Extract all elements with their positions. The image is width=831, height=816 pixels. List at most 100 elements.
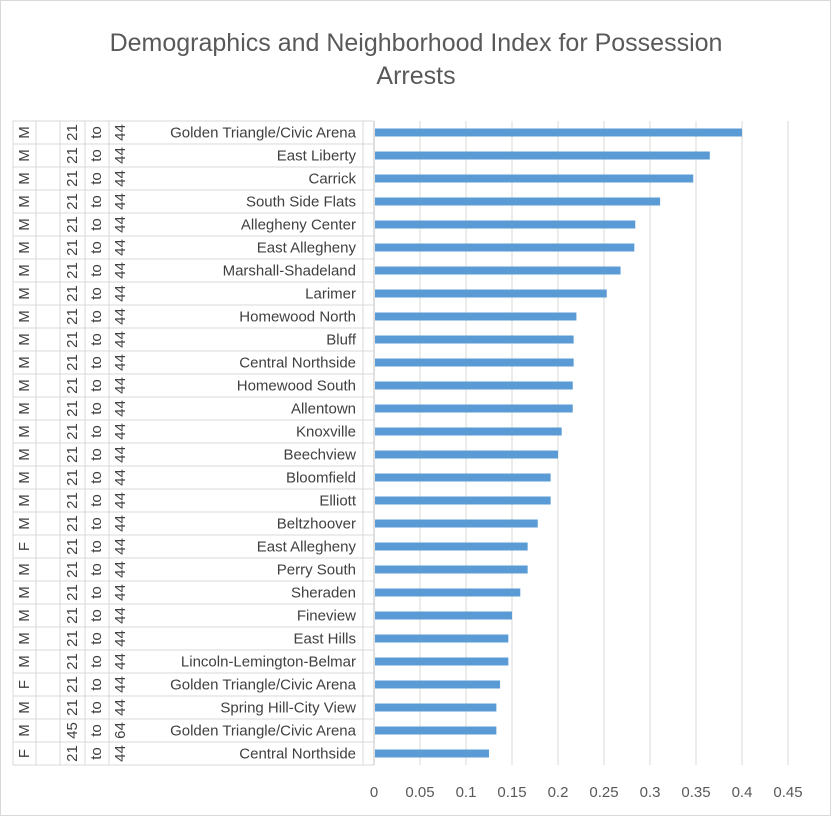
age-group-label: 21	[64, 239, 81, 256]
bar	[375, 565, 528, 574]
neighborhood-label: Carrick	[309, 171, 357, 188]
neighborhood-label: Central Northside	[239, 746, 356, 763]
neighborhood-label: Larimer	[305, 286, 356, 303]
category-separators	[12, 120, 374, 766]
sex-label: M	[16, 586, 33, 599]
bar	[375, 749, 489, 758]
bar	[375, 404, 573, 413]
category-labels: Golden Triangle/Civic Arena 21 to 44 M East L…	[16, 124, 357, 762]
age-group-label: 44	[112, 216, 129, 233]
age-group-label: 44	[112, 699, 129, 716]
age-group-label: 21	[64, 446, 81, 463]
bar	[375, 611, 512, 620]
age-group-label: 44	[112, 745, 129, 762]
gridlines	[373, 121, 789, 765]
neighborhood-label: Fineview	[297, 608, 356, 625]
age-group-label: 44	[112, 262, 129, 279]
sex-label: M	[16, 701, 33, 714]
sex-label: M	[16, 563, 33, 576]
age-group-label: 21	[64, 331, 81, 348]
bar	[375, 243, 635, 252]
age-group-label: to	[88, 425, 105, 438]
sex-label: M	[16, 448, 33, 461]
bar	[375, 427, 562, 436]
neighborhood-label: Beltzhoover	[277, 516, 356, 533]
age-group-label: 21	[64, 561, 81, 578]
sex-label: M	[16, 517, 33, 530]
x-tick-label: 0.05	[405, 784, 434, 801]
age-group-label: 44	[112, 446, 129, 463]
sex-label: M	[16, 241, 33, 254]
age-group-label: to	[88, 448, 105, 461]
neighborhood-label: Allegheny Center	[241, 217, 356, 234]
bar	[375, 220, 636, 229]
sex-label: M	[16, 724, 33, 737]
neighborhood-label: East Hills	[293, 631, 356, 648]
age-group-label: 21	[64, 354, 81, 371]
sex-label: F	[16, 680, 33, 689]
age-group-label: to	[88, 310, 105, 323]
age-group-label: 44	[112, 331, 129, 348]
bar	[375, 473, 551, 482]
age-group-label: 44	[112, 423, 129, 440]
age-group-label: 21	[64, 423, 81, 440]
age-group-label: to	[88, 264, 105, 277]
age-group-label: 21	[64, 308, 81, 325]
age-group-label: 45	[64, 722, 81, 739]
neighborhood-label: Spring Hill-City View	[220, 700, 356, 717]
sex-label: F	[16, 542, 33, 551]
sex-label: M	[16, 172, 33, 185]
age-group-label: 44	[112, 170, 129, 187]
age-group-label: 44	[112, 124, 129, 141]
neighborhood-label: East Allegheny	[257, 240, 357, 257]
age-group-label: 64	[112, 722, 129, 739]
neighborhood-label: East Liberty	[277, 148, 357, 165]
x-tick-label: 0.2	[548, 784, 569, 801]
bar	[375, 289, 607, 298]
neighborhood-label: Beechview	[283, 447, 356, 464]
neighborhood-label: Bloomfield	[286, 470, 356, 487]
x-tick-label: 0	[370, 784, 378, 801]
sex-label: M	[16, 287, 33, 300]
bar	[375, 197, 661, 206]
age-group-label: 44	[112, 492, 129, 509]
age-group-label: 44	[112, 239, 129, 256]
bar	[375, 680, 501, 689]
sex-label: M	[16, 356, 33, 369]
age-group-label: to	[88, 655, 105, 668]
age-group-label: 44	[112, 584, 129, 601]
x-tick-label: 0.25	[589, 784, 618, 801]
neighborhood-label: Allentown	[291, 401, 356, 418]
chart-title-line: Arrests	[376, 62, 455, 90]
sex-label: M	[16, 632, 33, 645]
neighborhood-label: Perry South	[277, 562, 356, 579]
age-group-label: 21	[64, 216, 81, 233]
neighborhood-label: Golden Triangle/Civic Arena	[170, 723, 357, 740]
neighborhood-label: South Side Flats	[246, 194, 356, 211]
age-group-label: to	[88, 402, 105, 415]
age-group-label: to	[88, 379, 105, 392]
sex-label: M	[16, 333, 33, 346]
age-group-label: 21	[64, 607, 81, 624]
age-group-label: to	[88, 701, 105, 714]
age-group-label: 21	[64, 170, 81, 187]
age-group-label: to	[88, 540, 105, 553]
age-group-label: 21	[64, 745, 81, 762]
age-group-label: 44	[112, 676, 129, 693]
neighborhood-label: Sheraden	[291, 585, 356, 602]
neighborhood-label: Central Northside	[239, 355, 356, 372]
neighborhood-label: Marshall-Shadeland	[223, 263, 356, 280]
bar	[375, 312, 577, 321]
x-tick-label: 0.45	[773, 784, 802, 801]
age-group-label: 21	[64, 653, 81, 670]
age-group-label: to	[88, 241, 105, 254]
age-group-label: to	[88, 126, 105, 139]
age-group-label: 44	[112, 285, 129, 302]
age-group-label: 44	[112, 607, 129, 624]
age-group-label: to	[88, 356, 105, 369]
age-group-label: to	[88, 632, 105, 645]
bar	[375, 588, 521, 597]
sex-label: M	[16, 218, 33, 231]
bar	[375, 519, 538, 528]
